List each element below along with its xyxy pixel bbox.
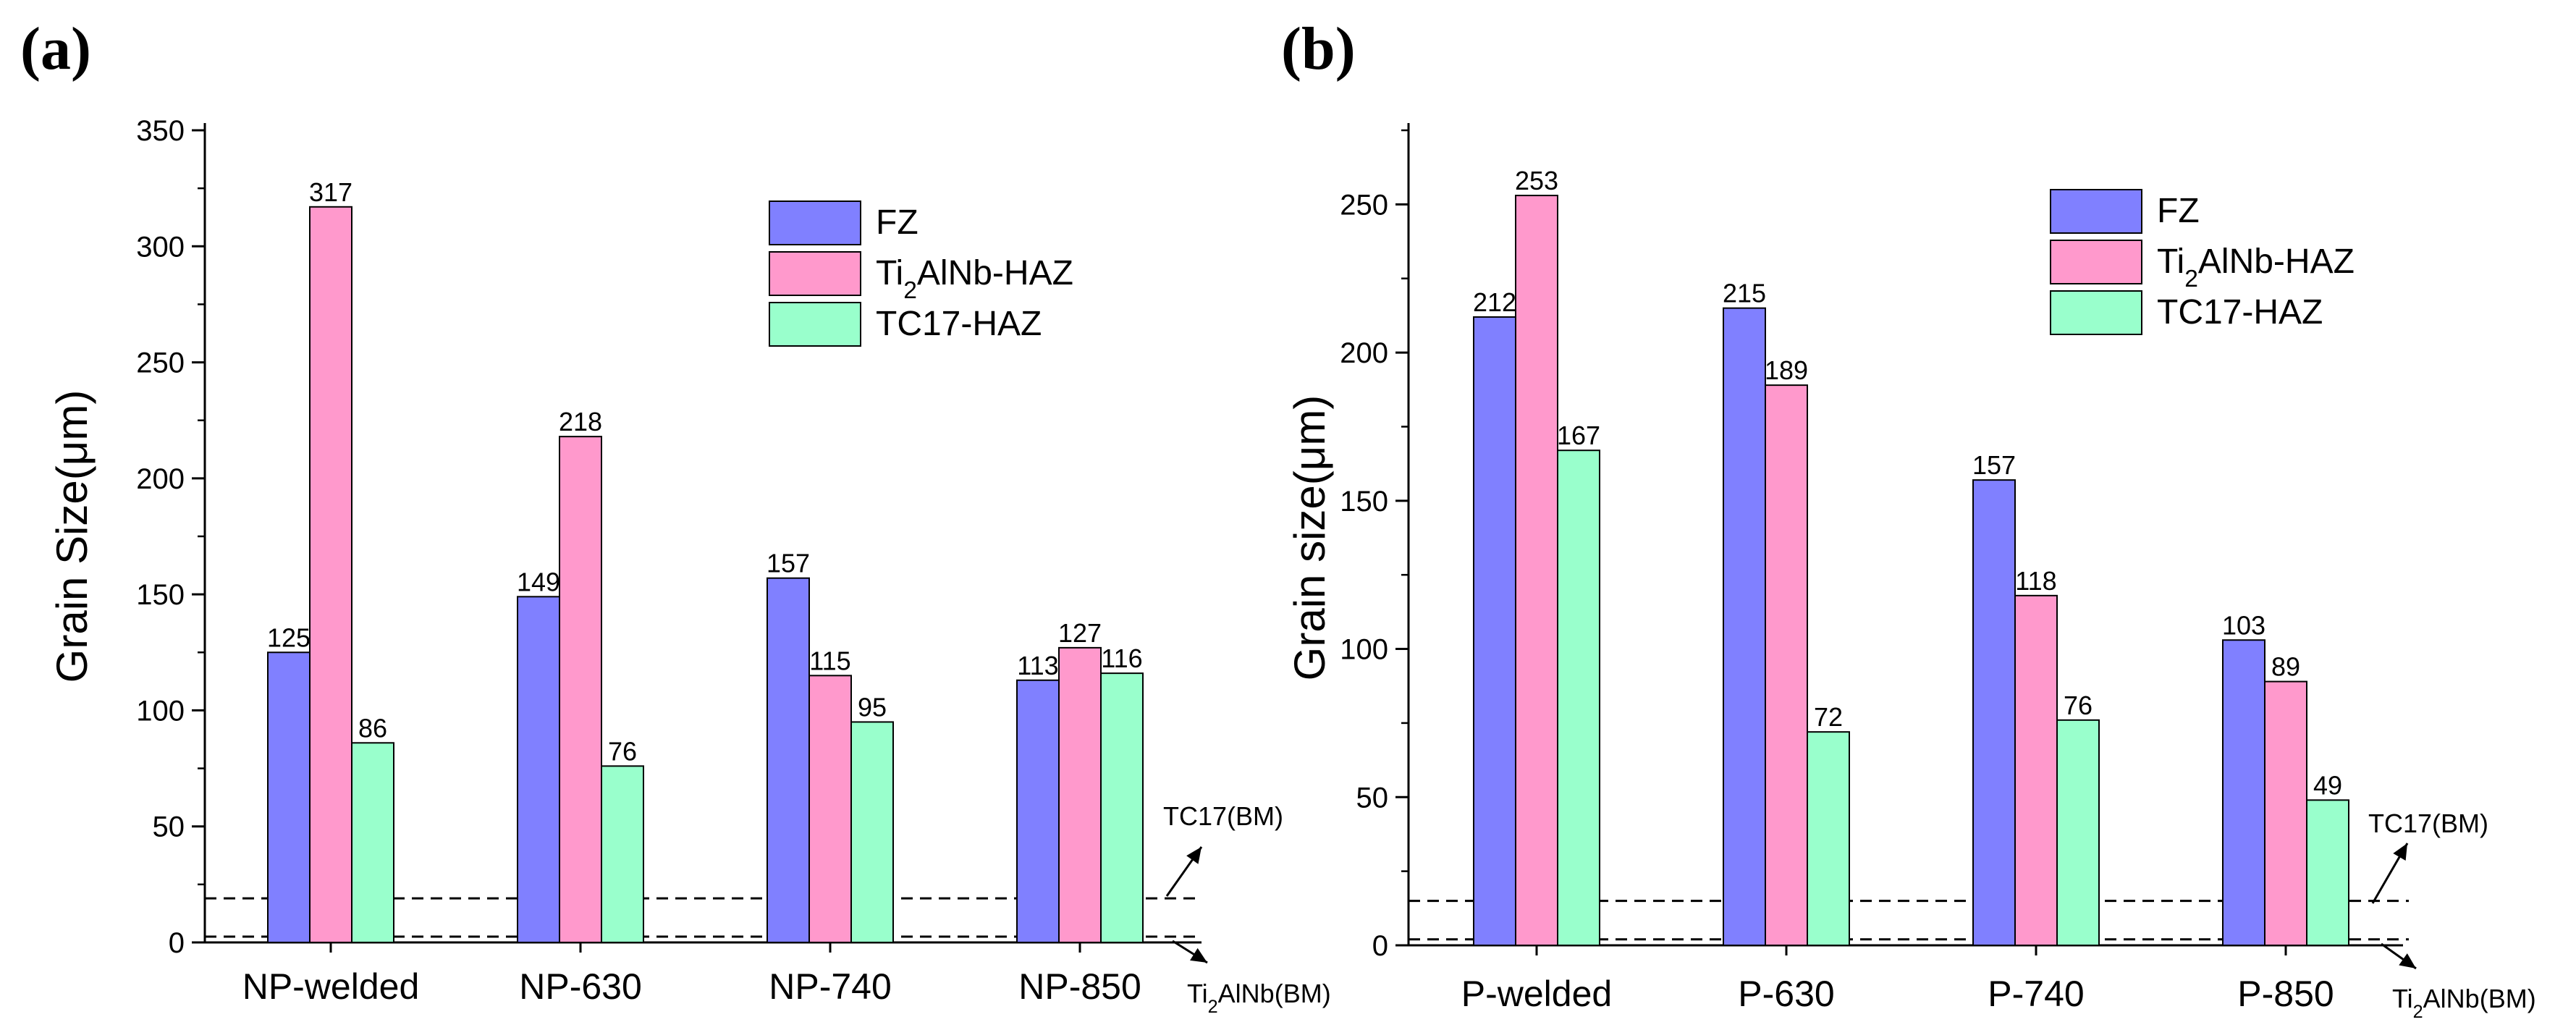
- bar-tc17-haz: [601, 765, 644, 944]
- bar-value-label: 157: [767, 549, 810, 578]
- bar-value-label: 103: [2222, 610, 2265, 640]
- y-tick-label: 200: [136, 463, 185, 495]
- y-tick-label: 100: [136, 695, 185, 727]
- reference-label-tc17-bm: TC17(BM): [1163, 801, 1283, 831]
- legend-swatch: [2050, 189, 2142, 234]
- bar-fz: [1972, 479, 2016, 946]
- y-tick-label: 150: [1340, 486, 1388, 518]
- bar-tc17-haz: [850, 721, 894, 943]
- bar-value-label: 113: [1017, 651, 1058, 680]
- y-tick-label: 200: [1340, 337, 1388, 369]
- y-tick-label: 250: [1340, 189, 1388, 221]
- bar-ti2alnb-haz: [808, 675, 852, 943]
- legend-swatch: [2050, 240, 2142, 284]
- bar-value-label: 218: [559, 407, 602, 436]
- bar-value-label: 89: [2271, 652, 2300, 682]
- bar-value-label: 72: [1814, 702, 1843, 732]
- category-label: NP-welded: [242, 966, 420, 1007]
- legend-swatch: [769, 251, 861, 296]
- legend-label: FZ: [2157, 192, 2200, 230]
- bar-tc17-haz: [1807, 731, 1850, 947]
- bar-value-label: 76: [2064, 691, 2093, 720]
- category-label: P-850: [2237, 974, 2334, 1014]
- bar-tc17-haz: [351, 742, 394, 944]
- category-label: P-740: [1988, 974, 2084, 1014]
- reference-label-ti2alnb-bm: Ti2AlNb(BM): [1187, 979, 1331, 1017]
- panel-label: (a): [20, 15, 91, 83]
- bar-fz: [1473, 316, 1516, 946]
- bar-tc17-haz: [2056, 719, 2100, 947]
- category-label: NP-850: [1018, 966, 1141, 1007]
- bar-tc17-haz: [1100, 672, 1144, 943]
- bar-value-label: 317: [309, 177, 352, 207]
- category-label: NP-740: [769, 966, 892, 1007]
- bar-value-label: 86: [358, 713, 387, 743]
- bar-value-label: 149: [517, 567, 560, 596]
- reference-arrowhead: [1190, 947, 1207, 963]
- panel-b: (b) 0 50 100 150 200 250 Grain size(μm) TC17(BM)…: [1281, 15, 2536, 1022]
- panel-label: (b): [1281, 15, 1356, 83]
- reference-label-tc17-bm: TC17(BM): [2368, 809, 2488, 838]
- y-tick-label: 300: [136, 231, 185, 263]
- bar-value-label: 189: [1765, 355, 1808, 385]
- bar-value-label: 212: [1473, 287, 1516, 317]
- bar-value-label: 215: [1723, 279, 1766, 308]
- legend-swatch: [2050, 290, 2142, 335]
- bar-tc17-haz: [1557, 449, 1600, 946]
- bar-value-label: 167: [1557, 421, 1600, 450]
- bar-fz: [1723, 307, 1766, 946]
- reference-arrowhead: [1186, 847, 1202, 864]
- bar-value-label: 49: [2313, 770, 2342, 800]
- y-tick-label: 150: [136, 579, 185, 611]
- y-tick-label: 250: [136, 347, 185, 379]
- legend-label: FZ: [876, 203, 919, 242]
- y-tick-label: 0: [169, 927, 185, 959]
- bar-value-label: 115: [809, 646, 850, 675]
- bar-fz: [517, 596, 560, 943]
- y-tick-label: 350: [136, 115, 185, 147]
- bar-value-label: 253: [1515, 166, 1558, 195]
- bar-value-label: 127: [1058, 618, 1102, 648]
- bar-fz: [267, 651, 311, 943]
- legend-swatch: [769, 302, 861, 347]
- y-axis-title: Grain size(μm): [1285, 395, 1334, 681]
- bar-fz: [1016, 679, 1060, 943]
- legend-label: Ti2AlNb-HAZ: [876, 254, 1073, 304]
- bar-value-label: 118: [2015, 566, 2056, 596]
- bar-fz: [2222, 639, 2265, 947]
- bar-tc17-haz: [2306, 799, 2349, 947]
- reference-arrowhead: [2393, 843, 2407, 861]
- bar-value-label: 95: [858, 692, 887, 722]
- y-tick-label: 50: [153, 811, 185, 843]
- legend-label: TC17-HAZ: [876, 305, 1042, 343]
- bar-ti2alnb-haz: [309, 206, 352, 943]
- legend-label: Ti2AlNb-HAZ: [2157, 242, 2355, 292]
- reference-label-ti2alnb-bm: Ti2AlNb(BM): [2392, 984, 2536, 1022]
- panel-a: (a) 0 50 100 150 200 250 300 350 Grain Size(μm) TC…: [20, 15, 1331, 1017]
- bar-ti2alnb-haz: [559, 436, 602, 943]
- bar-ti2alnb-haz: [1765, 384, 1808, 946]
- bar-value-label: 116: [1101, 643, 1142, 673]
- y-tick-label: 50: [1356, 782, 1389, 814]
- bar-value-label: 157: [1972, 450, 2016, 480]
- bar-ti2alnb-haz: [1058, 646, 1102, 943]
- legend-swatch: [769, 200, 861, 245]
- bar-value-label: 125: [267, 622, 311, 652]
- legend-label: TC17-HAZ: [2157, 293, 2323, 332]
- category-label: P-630: [1738, 974, 1834, 1014]
- reference-arrowhead: [2399, 953, 2416, 968]
- y-axis-title: Grain Size(μm): [48, 390, 96, 683]
- bar-fz: [767, 577, 810, 944]
- y-tick-label: 0: [1372, 930, 1388, 962]
- y-tick-label: 100: [1340, 634, 1388, 666]
- bar-ti2alnb-haz: [2014, 594, 2058, 946]
- category-label: P-welded: [1461, 974, 1612, 1014]
- category-label: NP-630: [519, 966, 642, 1007]
- bar-value-label: 76: [608, 736, 637, 766]
- bar-ti2alnb-haz: [1515, 195, 1558, 947]
- bar-ti2alnb-haz: [2264, 680, 2307, 946]
